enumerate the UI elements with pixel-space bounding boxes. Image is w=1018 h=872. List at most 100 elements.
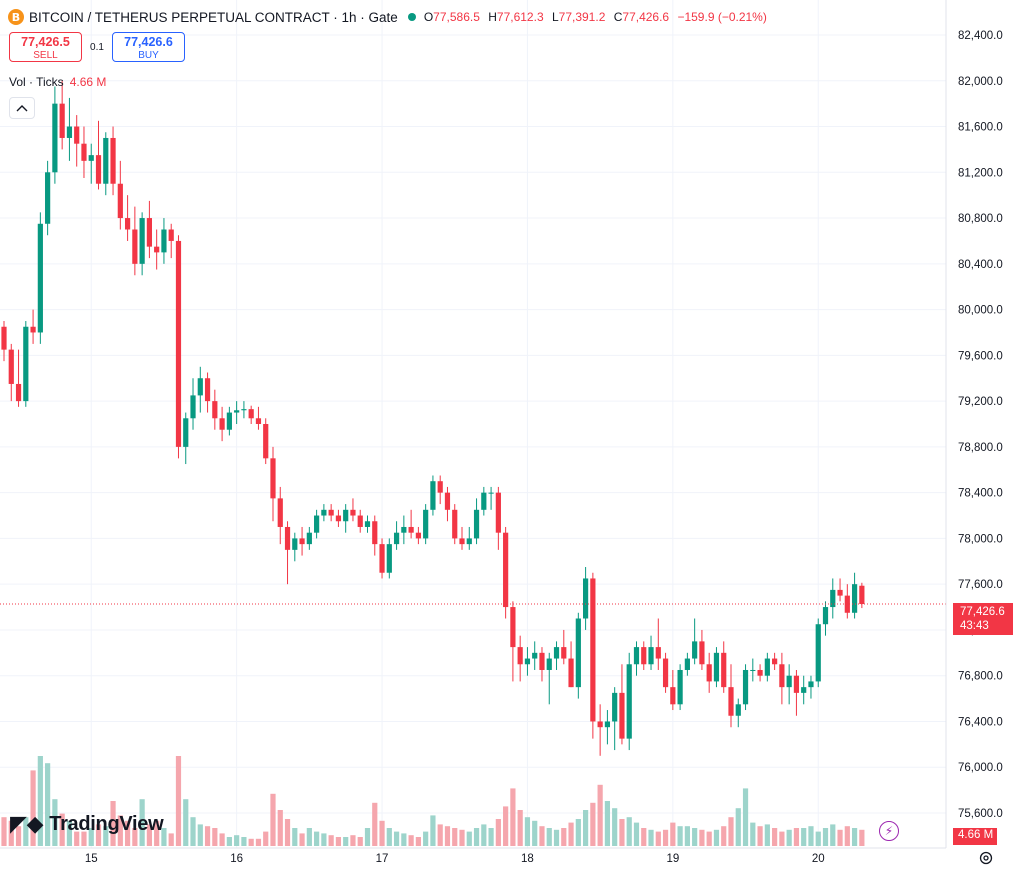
volume-bar [583, 810, 589, 846]
candle [488, 486, 494, 510]
volume-bar [801, 828, 807, 846]
volume-bar [684, 826, 690, 846]
sell-price: 77,426.5 [21, 35, 70, 49]
price-tick-label: 77,600.0 [958, 579, 1003, 591]
sell-button[interactable]: 77,426.5 SELL [9, 32, 82, 62]
candle [52, 86, 58, 184]
volume-bar [793, 828, 800, 846]
candle [844, 584, 850, 619]
candle [546, 652, 552, 705]
candle [226, 406, 232, 436]
volume-bar [30, 770, 36, 846]
candle [321, 504, 327, 522]
candle [204, 372, 211, 413]
last-price-value: 77,426.6 [960, 606, 1005, 618]
candle [822, 601, 829, 636]
volume-bar [314, 831, 320, 846]
buy-button[interactable]: 77,426.6 BUY [112, 32, 185, 62]
candle [190, 378, 196, 430]
candle [713, 647, 720, 688]
volume-bar [662, 829, 669, 846]
volume-bar [248, 838, 254, 846]
candle [742, 664, 749, 711]
collapse-legend-button[interactable] [9, 97, 35, 119]
candle [604, 710, 611, 745]
volume-bar [437, 824, 443, 846]
volume-bar [728, 817, 734, 846]
volume-bar [379, 820, 385, 846]
price-scale-background [946, 0, 1018, 872]
volume-bar [837, 829, 843, 846]
volume-bar [364, 828, 371, 846]
volume-bar [481, 824, 487, 846]
candle [539, 647, 545, 682]
price-tick-label: 75,600.0 [958, 808, 1003, 820]
candle [74, 115, 80, 167]
volume-bar [750, 822, 756, 846]
low-label: L [551, 10, 559, 24]
volume-bar [619, 819, 625, 846]
open-label: O [423, 10, 434, 24]
candle [335, 509, 342, 527]
candle [1, 321, 7, 362]
price-tick-label: 79,600.0 [958, 350, 1003, 362]
volume-bar [139, 799, 145, 846]
volume-bar [524, 817, 531, 846]
candle [532, 641, 538, 670]
volume-bar [270, 793, 276, 846]
volume-bar [59, 813, 65, 846]
volume-bar [408, 835, 414, 846]
candle [459, 526, 465, 550]
candle [677, 664, 683, 711]
volume-bar [219, 833, 225, 846]
volume-bar [735, 808, 741, 846]
high-value: 77,612.3 [496, 10, 544, 24]
candle [728, 664, 734, 728]
volume-bar [234, 835, 240, 846]
volume-bar [292, 828, 298, 846]
volume-bar [183, 799, 189, 846]
volume-bar [648, 829, 654, 846]
candle [437, 475, 443, 505]
volume-bar [626, 817, 632, 846]
candle [699, 629, 705, 670]
symbol-title[interactable]: BITCOIN / TETHERUS PERPETUAL CONTRACT · … [29, 9, 398, 25]
price-tick-label: 78,400.0 [958, 488, 1003, 500]
candle [386, 538, 392, 579]
candle [415, 526, 421, 545]
candle [481, 486, 487, 516]
volume-bar [822, 828, 829, 846]
candle [626, 652, 632, 751]
volume-bar [677, 826, 683, 846]
volume-bar [597, 784, 603, 846]
volume-legend[interactable]: Vol · Ticks 4.66 M [9, 75, 106, 89]
candle [670, 669, 676, 711]
candle [59, 80, 65, 150]
tradingview-logo[interactable]: ◤◆ TradingView [10, 812, 164, 837]
volume-bar [263, 831, 269, 846]
symbol-header: B BITCOIN / TETHERUS PERPETUAL CONTRACT … [8, 8, 772, 26]
candle [575, 612, 581, 699]
time-tick-label: 15 [85, 853, 98, 865]
volume-bar [386, 828, 392, 846]
gear-icon[interactable] [978, 850, 994, 866]
volume-bar [517, 810, 523, 846]
volume-bar [226, 837, 232, 846]
price-tick-label: 82,000.0 [958, 76, 1003, 88]
volume-bar [255, 838, 262, 846]
candle [401, 515, 407, 545]
time-tick-label: 20 [812, 853, 825, 865]
chart-grid [0, 0, 946, 848]
candle [314, 509, 320, 539]
lightning-icon[interactable]: ⚡ [879, 821, 899, 841]
volume-bar [612, 808, 618, 846]
candle [561, 629, 567, 665]
volume-bar [830, 824, 836, 846]
candle [263, 418, 269, 465]
time-axis: 15 16 17 18 19 20 [85, 853, 825, 865]
price-tick-label: 82,400.0 [958, 30, 1003, 42]
volume-bar [161, 828, 167, 846]
candle [735, 698, 741, 728]
candle [815, 618, 821, 688]
